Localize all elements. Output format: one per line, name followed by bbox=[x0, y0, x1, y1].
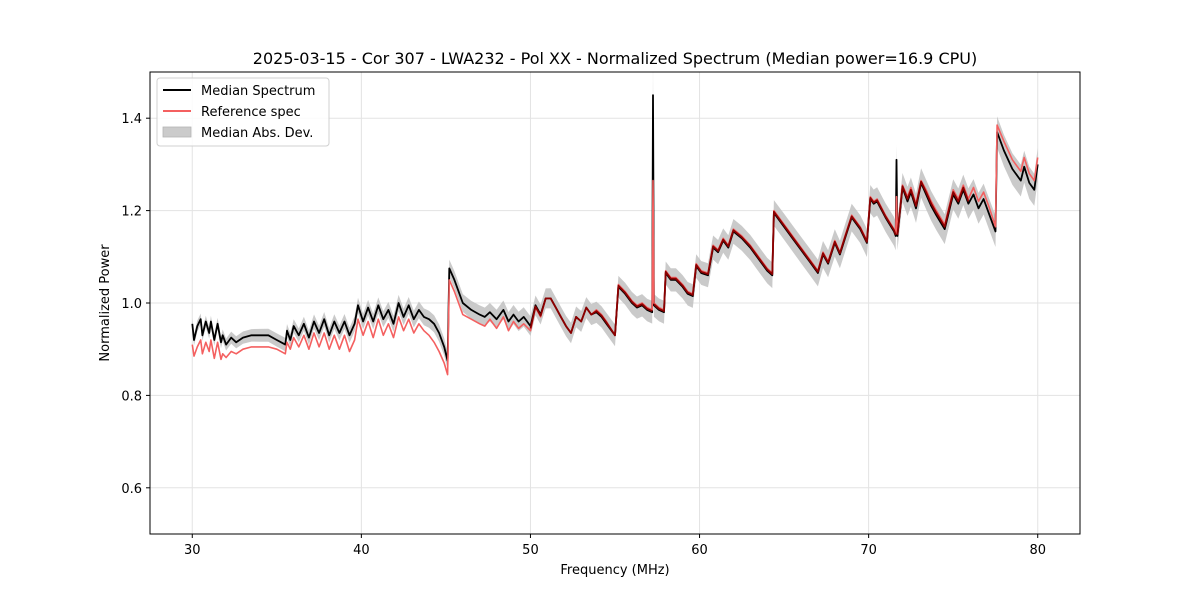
legend-label-mad: Median Abs. Dev. bbox=[201, 126, 313, 141]
x-tick-label: 50 bbox=[522, 543, 539, 558]
legend-label-reference: Reference spec bbox=[201, 105, 301, 120]
chart-title: 2025-03-15 - Cor 307 - LWA232 - Pol XX -… bbox=[253, 49, 977, 68]
x-tick-label: 40 bbox=[353, 543, 370, 558]
x-tick-label: 30 bbox=[184, 543, 201, 558]
series-overlap bbox=[653, 196, 897, 313]
y-axis-title: Normalized Power bbox=[98, 244, 113, 362]
x-tick-label: 70 bbox=[860, 543, 877, 558]
y-tick-label: 1.0 bbox=[121, 297, 142, 312]
plot-area: 30 40 50 60 70 80 0.6 0.8 1.0 1.2 1.4 bbox=[121, 71, 1081, 558]
x-tick-label: 60 bbox=[691, 543, 708, 558]
legend-swatch-mad bbox=[162, 126, 192, 138]
series-layer bbox=[191, 94, 1039, 376]
grid bbox=[150, 72, 1080, 534]
y-tick-label: 1.4 bbox=[121, 112, 142, 127]
x-axis-title: Frequency (MHz) bbox=[560, 563, 669, 578]
series-reference-spec bbox=[191, 124, 1039, 376]
x-axis-ticks: 30 40 50 60 70 80 bbox=[184, 534, 1046, 558]
y-axis-ticks: 0.6 0.8 1.0 1.2 1.4 bbox=[121, 112, 150, 497]
y-tick-label: 0.6 bbox=[121, 482, 142, 497]
legend-label-median: Median Spectrum bbox=[201, 84, 315, 99]
series-overlap bbox=[529, 284, 653, 337]
x-tick-label: 80 bbox=[1029, 543, 1046, 558]
y-tick-label: 0.8 bbox=[121, 389, 142, 404]
legend-box bbox=[156, 77, 330, 147]
legend: Median Spectrum Reference spec Median Ab… bbox=[156, 77, 330, 147]
series-overlap bbox=[896, 180, 970, 235]
y-tick-label: 1.2 bbox=[121, 205, 142, 220]
